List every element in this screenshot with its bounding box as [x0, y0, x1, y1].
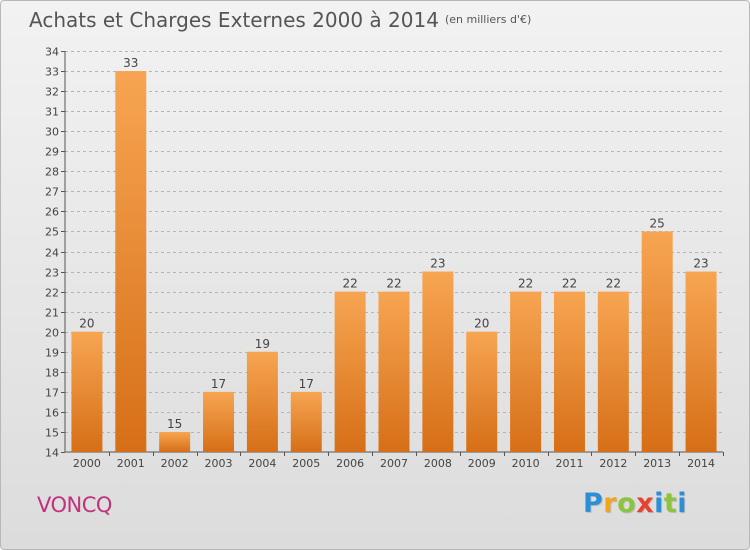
x-tick-label: 2013: [643, 457, 671, 470]
bar: [71, 331, 103, 452]
data-label: 22: [518, 277, 533, 291]
data-label: 33: [123, 56, 138, 70]
y-tick-label: 15: [45, 427, 59, 440]
logo-letter: i: [677, 488, 688, 519]
x-tick-label: 2009: [468, 457, 496, 470]
data-label: 20: [474, 317, 489, 331]
data-label: 25: [650, 216, 665, 230]
bar: [510, 291, 542, 452]
data-label: 23: [430, 257, 445, 271]
data-label: 22: [342, 277, 357, 291]
y-tick-label: 19: [45, 347, 59, 360]
y-tick-label: 25: [45, 226, 59, 239]
y-tick-label: 21: [45, 307, 59, 320]
x-tick-label: 2003: [205, 457, 233, 470]
bar: [246, 351, 278, 452]
data-label: 22: [386, 277, 401, 291]
logo-letter: P: [583, 488, 604, 519]
x-tick-label: 2008: [424, 457, 452, 470]
x-tick-label: 2014: [687, 457, 715, 470]
bar: [159, 431, 191, 452]
data-label: 22: [562, 277, 577, 291]
x-tick-label: 2005: [292, 457, 320, 470]
x-tick-label: 2002: [161, 457, 189, 470]
x-tick-label: 2004: [248, 457, 276, 470]
x-tick-label: 2001: [117, 457, 145, 470]
x-tick-label: 2012: [599, 457, 627, 470]
proxiti-logo: Proxiti: [583, 488, 687, 519]
commune-name: VONCQ: [37, 493, 112, 517]
logo-letter: i: [654, 488, 664, 519]
bar: [466, 331, 498, 452]
data-label: 17: [211, 377, 226, 391]
title-text: Achats et Charges Externes 2000 à 2014: [29, 8, 439, 32]
y-tick-label: 22: [45, 287, 59, 300]
logo-letter: x: [636, 488, 655, 519]
bar: [290, 391, 322, 452]
bar: [334, 291, 366, 452]
y-tick-label: 28: [45, 166, 59, 179]
logo-letter: o: [617, 488, 637, 519]
y-tick-label: 27: [45, 186, 59, 199]
y-axis: 14 15 16 17 18 19 20 21 22 23 24 25 26 27 28 29 30 31 32 33…: [45, 46, 723, 460]
y-tick-label: 17: [45, 387, 59, 400]
y-tick-label: 31: [45, 106, 59, 119]
data-label: 20: [79, 317, 94, 331]
data-label: 22: [606, 277, 621, 291]
bar: [422, 271, 454, 452]
logo-letter: t: [663, 488, 678, 519]
bars: [71, 71, 717, 453]
bar: [641, 231, 673, 452]
x-tick-label: 2006: [336, 457, 364, 470]
data-label: 17: [299, 377, 314, 391]
value-labels: 20 33 15 17 19 17 22 22 23 20 22 22 22 25 23: [79, 56, 708, 431]
x-axis: 2000 2001 2002 2003 2004 2005 2006 2007 2008 2009…: [73, 452, 724, 470]
y-tick-label: 20: [45, 327, 59, 340]
y-tick-label: 32: [45, 86, 59, 99]
x-tick-label: 2010: [512, 457, 540, 470]
x-tick-label: 2000: [73, 457, 101, 470]
data-label: 23: [693, 257, 708, 271]
logo-letter: r: [603, 488, 618, 519]
y-tick-label: 29: [45, 146, 59, 159]
bar: [378, 291, 410, 452]
y-tick-label: 24: [45, 247, 59, 260]
bar: [203, 391, 235, 452]
bar: [597, 291, 629, 452]
data-label: 15: [167, 417, 182, 431]
y-tick-label: 16: [45, 407, 59, 420]
data-label: 19: [255, 337, 270, 351]
y-tick-label: 33: [45, 66, 59, 79]
y-tick-label: 23: [45, 267, 59, 280]
bar: [553, 291, 585, 452]
y-tick-label: 34: [45, 46, 59, 59]
y-tick-label: 30: [45, 126, 59, 139]
y-tick-label: 14: [45, 447, 59, 460]
chart-title: Achats et Charges Externes 2000 à 2014 (e…: [29, 8, 531, 32]
y-tick-label: 18: [45, 367, 59, 380]
y-tick-label: 26: [45, 206, 59, 219]
bar: [115, 71, 147, 453]
unit-subtitle: (en milliers d'€): [444, 13, 532, 26]
x-tick-label: 2007: [380, 457, 408, 470]
x-tick-label: 2011: [555, 457, 583, 470]
bar: [685, 271, 717, 452]
